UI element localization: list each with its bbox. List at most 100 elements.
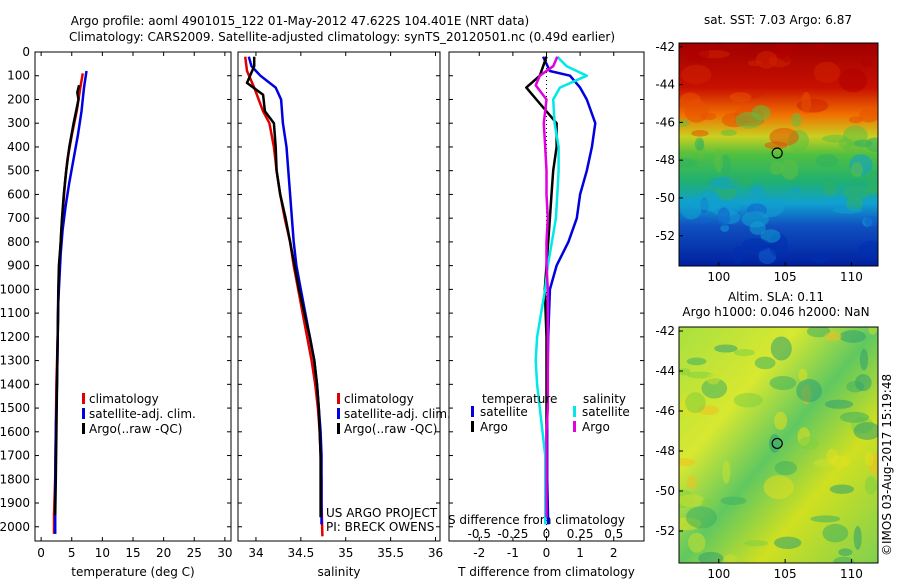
sla-map-texture [744,540,768,547]
depth-tick-label: 700 [7,211,30,225]
temperature-xtick-label: 0 [37,546,45,560]
sla-map-texture [706,373,720,385]
sla-map-texture [839,330,867,343]
temperature-xtick-label: 25 [187,546,202,560]
depth-tick-label: 100 [7,69,30,83]
salinity-legend-label: climatology [344,392,414,406]
sdiff-axis-label: S difference from climatology [448,513,625,527]
sst-map-texture [729,92,752,102]
sst-map-texture [769,161,784,176]
sst-map-frame [678,42,879,267]
sla-map-texture [830,455,850,468]
sst-map-xtick-label: 100 [707,270,730,284]
salinity-xtick-label: 34.5 [287,546,314,560]
depth-tick-label: 300 [7,116,30,130]
sst-map-texture [714,149,724,173]
figure-title-line2: Climatology: CARS2009. Satellite-adjuste… [68,30,616,44]
panel-salinity: 34 34.5 35 35.5 36 salinity climatologysatelli… [237,51,451,579]
sst-map-ytick-label: -46 [655,115,675,129]
sst-map-texture [853,139,873,148]
salinity-legend-swatch [337,423,340,434]
diff-legend-label: satellite [582,405,630,419]
sla-map-texture [796,379,822,403]
sla-map-texture [774,411,788,430]
sla-map-texture [679,494,705,508]
salinity-xtick-label: 36 [428,546,443,560]
sst-map-texture [694,137,705,151]
temperature-series-argo-raw-qc- [53,84,81,515]
sst-map-texture [751,105,771,121]
sdiff-tick-label: 0 [543,527,551,541]
temperature-frame [34,51,232,542]
sla-map-texture [829,484,855,494]
sst-map-texture [747,60,762,67]
sla-map-texture [798,368,808,382]
sla-map-texture [687,371,714,379]
diff-legend-swatch [471,421,474,432]
sla-map-subtitle: Argo h1000: 0.046 h2000: NaN [682,305,869,319]
sst-map-texture [780,47,793,62]
sst-map-texture [679,119,690,127]
sla-map-texture [685,506,717,529]
depth-tick-label: 2000 [0,520,30,534]
sla-map-texture [868,327,878,335]
difference-xtick-label: 0 [543,546,551,560]
sla-map-texture [865,476,877,495]
map-sst-map: 100 105 110 -42 -44 -46 -48 -50 -52 [655,40,879,284]
sst-map-texture [813,61,841,84]
sla-map-texture [763,475,794,500]
sst-map-texture [838,68,868,93]
sst-map-texture [801,91,812,114]
diff-legend-swatch [573,421,576,432]
diff-legend-swatch [573,406,576,417]
map-sla-map: 100 105 110 -42 -44 -46 -48 -50 -52 [655,324,879,580]
sst-map-xtick-label: 105 [774,270,797,284]
salinity-legend-swatch [337,408,340,419]
salinity-xtick-label: 35 [338,546,353,560]
sla-map-texture [701,378,728,399]
sst-map-texture [681,64,712,85]
sst-map-texture [690,198,722,210]
sla-map-ytick-label: -46 [655,404,675,418]
sla-map-texture [679,458,696,466]
depth-tick-label: 1400 [0,377,30,391]
sla-map-texture [798,436,819,450]
sst-map-texture [700,112,717,121]
sst-map-texture [760,229,781,243]
figure-title-line1: Argo profile: aoml 4901015_122 01-May-20… [70,14,530,28]
depth-tick-label: 1000 [0,282,30,296]
sst-map-ytick-label: -44 [655,78,675,92]
diff-legend-header-temperature: temperature [482,392,557,406]
sla-map-xtick-label: 100 [707,567,730,580]
salinity-xlabel: salinity [317,565,360,579]
sla-map-texture [824,399,854,409]
sst-map-texture [755,50,778,69]
sla-map-texture [774,536,802,549]
temperature-legend-label: satellite-adj. clim. [89,407,196,421]
sla-map-texture [864,451,874,466]
sst-map-xtick-label: 110 [840,270,863,284]
panel-difference: -2 -1 0 1 2 T difference from climatology -0.5… [448,51,645,579]
sst-map-texture [722,43,749,49]
sla-map-field [679,327,878,563]
sst-map-field [679,43,878,266]
panel-temperature: 0100200300400500600700800900100011001200… [0,45,233,579]
sst-map-texture [791,112,802,127]
sst-map-texture [720,129,737,136]
sst-map-texture [814,43,826,52]
sla-map-texture [724,554,738,563]
sla-map-texture [686,357,707,366]
sst-map-texture [696,216,712,224]
sst-map-texture [741,211,769,228]
temperature-xtick-label: 30 [217,546,232,560]
sst-map-texture [764,141,788,150]
sst-map-texture [790,187,801,194]
depth-tick-label: 400 [7,140,30,154]
sla-map-texture [770,336,792,361]
sst-map-texture [815,154,839,168]
depth-tick-label: 600 [7,187,30,201]
sla-map-texture [853,422,878,440]
sla-map-title: Altim. SLA: 0.11 [728,290,824,304]
temperature-xtick-label: 10 [95,546,110,560]
depth-tick-label: 1600 [0,425,30,439]
